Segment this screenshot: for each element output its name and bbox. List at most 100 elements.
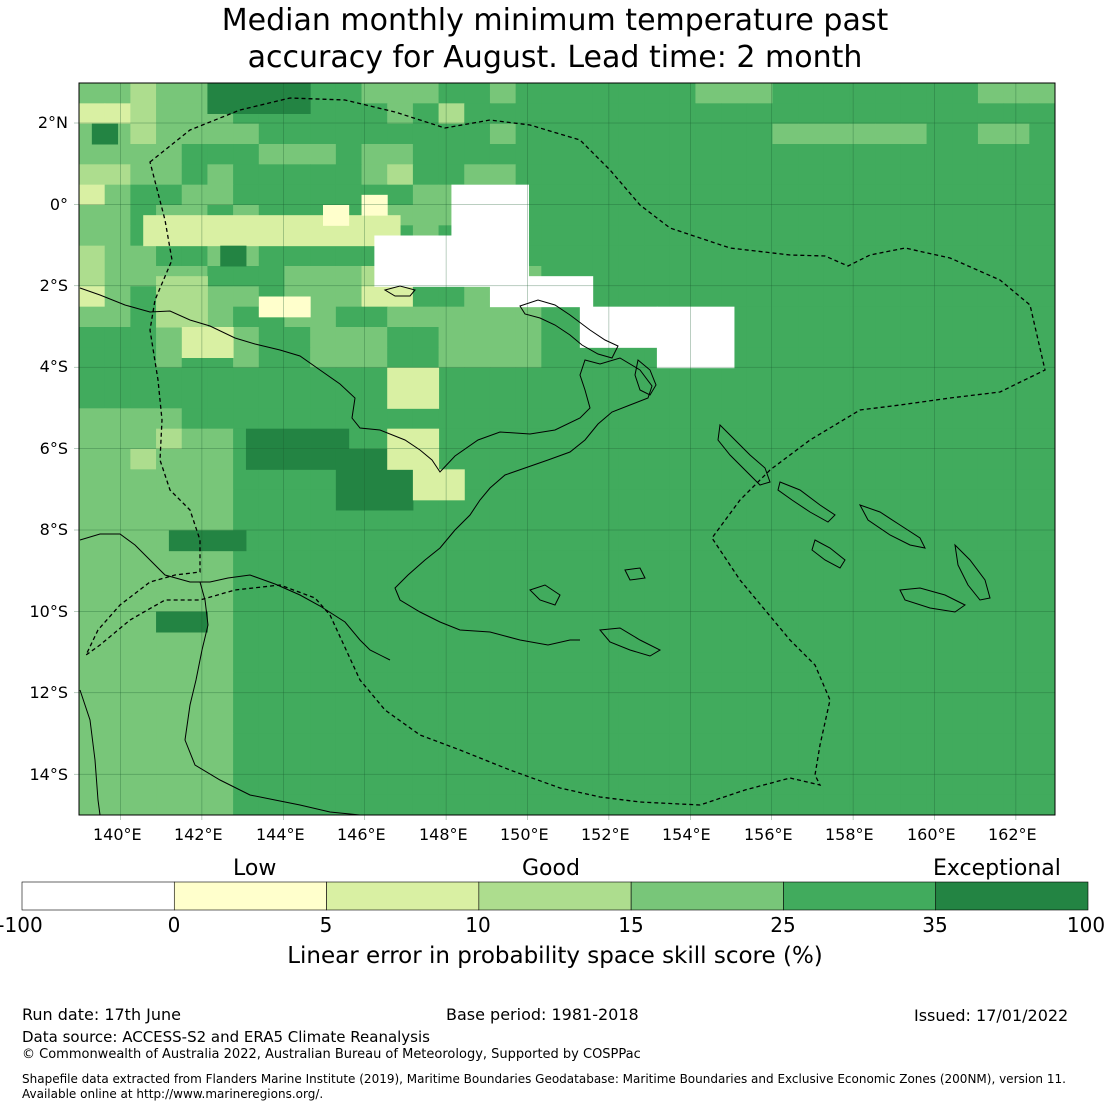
- grid-cell: [233, 306, 260, 328]
- grid-cell: [79, 672, 106, 694]
- grid-cell: [695, 205, 722, 226]
- grid-cell: [644, 550, 671, 572]
- grid-cell: [695, 428, 722, 450]
- grid-cell: [79, 489, 106, 511]
- grid-cell: [233, 367, 260, 389]
- grid-cell: [79, 530, 106, 552]
- grid-cell: [849, 693, 876, 714]
- grid-cell: [104, 469, 131, 491]
- grid-cell: [515, 408, 542, 430]
- grid-cell: [567, 530, 594, 552]
- colorbar-segment: [21, 881, 175, 911]
- grid-cell: [438, 286, 465, 308]
- grid-cell: [438, 550, 465, 572]
- grid-cell: [541, 388, 568, 409]
- grid-cell: [669, 408, 696, 430]
- grid-cell: [618, 713, 645, 735]
- grid-cell: [798, 225, 825, 247]
- grid-cell: [464, 550, 491, 572]
- grid-cell: [644, 266, 671, 287]
- grid-cell: [79, 449, 106, 470]
- grid-cell: [952, 672, 979, 694]
- grid-cell: [489, 489, 517, 511]
- grid-cell: [1003, 611, 1030, 633]
- grid-cell: [875, 713, 902, 735]
- grid-cell: [746, 347, 773, 369]
- grid-cell: [284, 347, 311, 369]
- grid-cell: [1029, 652, 1056, 674]
- grid-cell: [875, 794, 902, 816]
- grid-cell: [1003, 652, 1030, 674]
- grid-cell: [541, 550, 568, 572]
- grid-cell: [412, 530, 440, 552]
- grid-cell: [746, 754, 773, 775]
- grid-cell: [1029, 388, 1056, 409]
- grid-cell: [438, 713, 465, 735]
- grid-cell: [207, 510, 234, 531]
- grid-cell: [875, 205, 902, 226]
- grid-cell: [233, 794, 260, 816]
- grid-cell: [926, 184, 953, 206]
- grid-cell: [823, 632, 851, 653]
- colorbar-tick: 35: [922, 913, 948, 937]
- grid-cell: [412, 754, 440, 775]
- grid-cell: [721, 184, 748, 206]
- grid-cell: [772, 652, 799, 674]
- grid-cell: [900, 652, 928, 674]
- grid-cell: [746, 774, 773, 796]
- grid-cell: [361, 733, 388, 755]
- grid-cell: [207, 611, 234, 633]
- grid-cell: [669, 672, 696, 694]
- grid-cell: [489, 733, 517, 755]
- grid-cell: [361, 611, 388, 633]
- grid-cell: [592, 733, 619, 755]
- grid-cell: [464, 693, 491, 714]
- grid-cell: [900, 347, 928, 369]
- grid-cell: [952, 489, 979, 511]
- skill-score-grid: [79, 83, 1056, 816]
- grid-cell: [130, 652, 157, 674]
- grid-cell: [335, 408, 363, 430]
- grid-cell: [515, 123, 542, 145]
- grid-cell: [618, 286, 645, 308]
- grid-cell: [849, 489, 876, 511]
- grid-cell: [746, 733, 773, 755]
- grid-cell: [746, 550, 773, 572]
- grid-cell: [207, 469, 234, 491]
- grid-cell: [849, 347, 876, 369]
- grid-cell: [207, 367, 234, 389]
- grid-cell: [721, 632, 748, 653]
- grid-cell: [926, 774, 953, 796]
- grid-cell: [207, 449, 234, 470]
- grid-cell: [567, 347, 594, 369]
- grid-cell: [79, 245, 106, 267]
- grid-cell: [721, 510, 748, 531]
- grid-cell: [1003, 184, 1030, 206]
- grid-cell: [618, 510, 645, 531]
- grid-cell: [746, 327, 773, 348]
- grid-cell: [900, 794, 928, 816]
- grid-cell: [310, 652, 337, 674]
- grid-cell: [644, 225, 671, 247]
- colorbar-segment: [630, 881, 784, 911]
- grid-cell: [464, 164, 491, 186]
- grid-cell: [592, 713, 619, 735]
- grid-cell: [387, 408, 414, 430]
- grid-cell: [849, 327, 876, 348]
- grid-cell: [1003, 733, 1030, 755]
- grid-cell: [695, 611, 722, 633]
- grid-cell: [618, 733, 645, 755]
- grid-cell: [952, 428, 979, 450]
- grid-cell: [746, 388, 773, 409]
- grid-cell: [644, 489, 671, 511]
- grid-cell: [104, 327, 131, 348]
- grid-cell: [1029, 408, 1056, 430]
- grid-cell: [977, 591, 1005, 613]
- grid-cell: [849, 205, 876, 226]
- grid-cell: [207, 428, 234, 450]
- grid-cell: [464, 428, 491, 450]
- grid-cell: [721, 530, 748, 552]
- grid-cell: [515, 693, 542, 714]
- grid-cell: [592, 774, 619, 796]
- grid-cell: [875, 408, 902, 430]
